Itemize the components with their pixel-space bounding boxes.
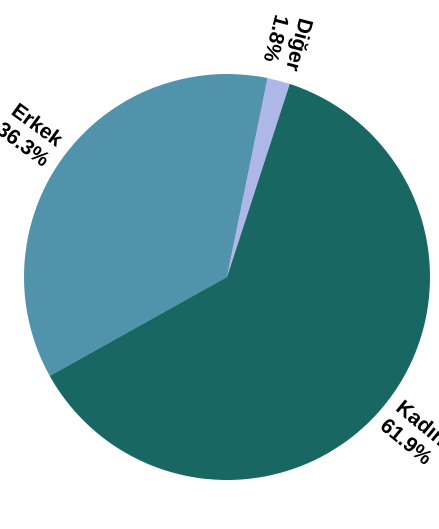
pie-slice-1 (49, 83, 430, 481)
slice-label-2: Erkek36.3% (0, 98, 68, 171)
slice-label-3: Diğer1.8% (258, 10, 317, 74)
pie-slice-3 (227, 78, 290, 278)
slice-label-1: Kadın61.9% (376, 395, 439, 469)
pie-slice-2 (24, 73, 268, 376)
pie-slices (24, 73, 430, 481)
